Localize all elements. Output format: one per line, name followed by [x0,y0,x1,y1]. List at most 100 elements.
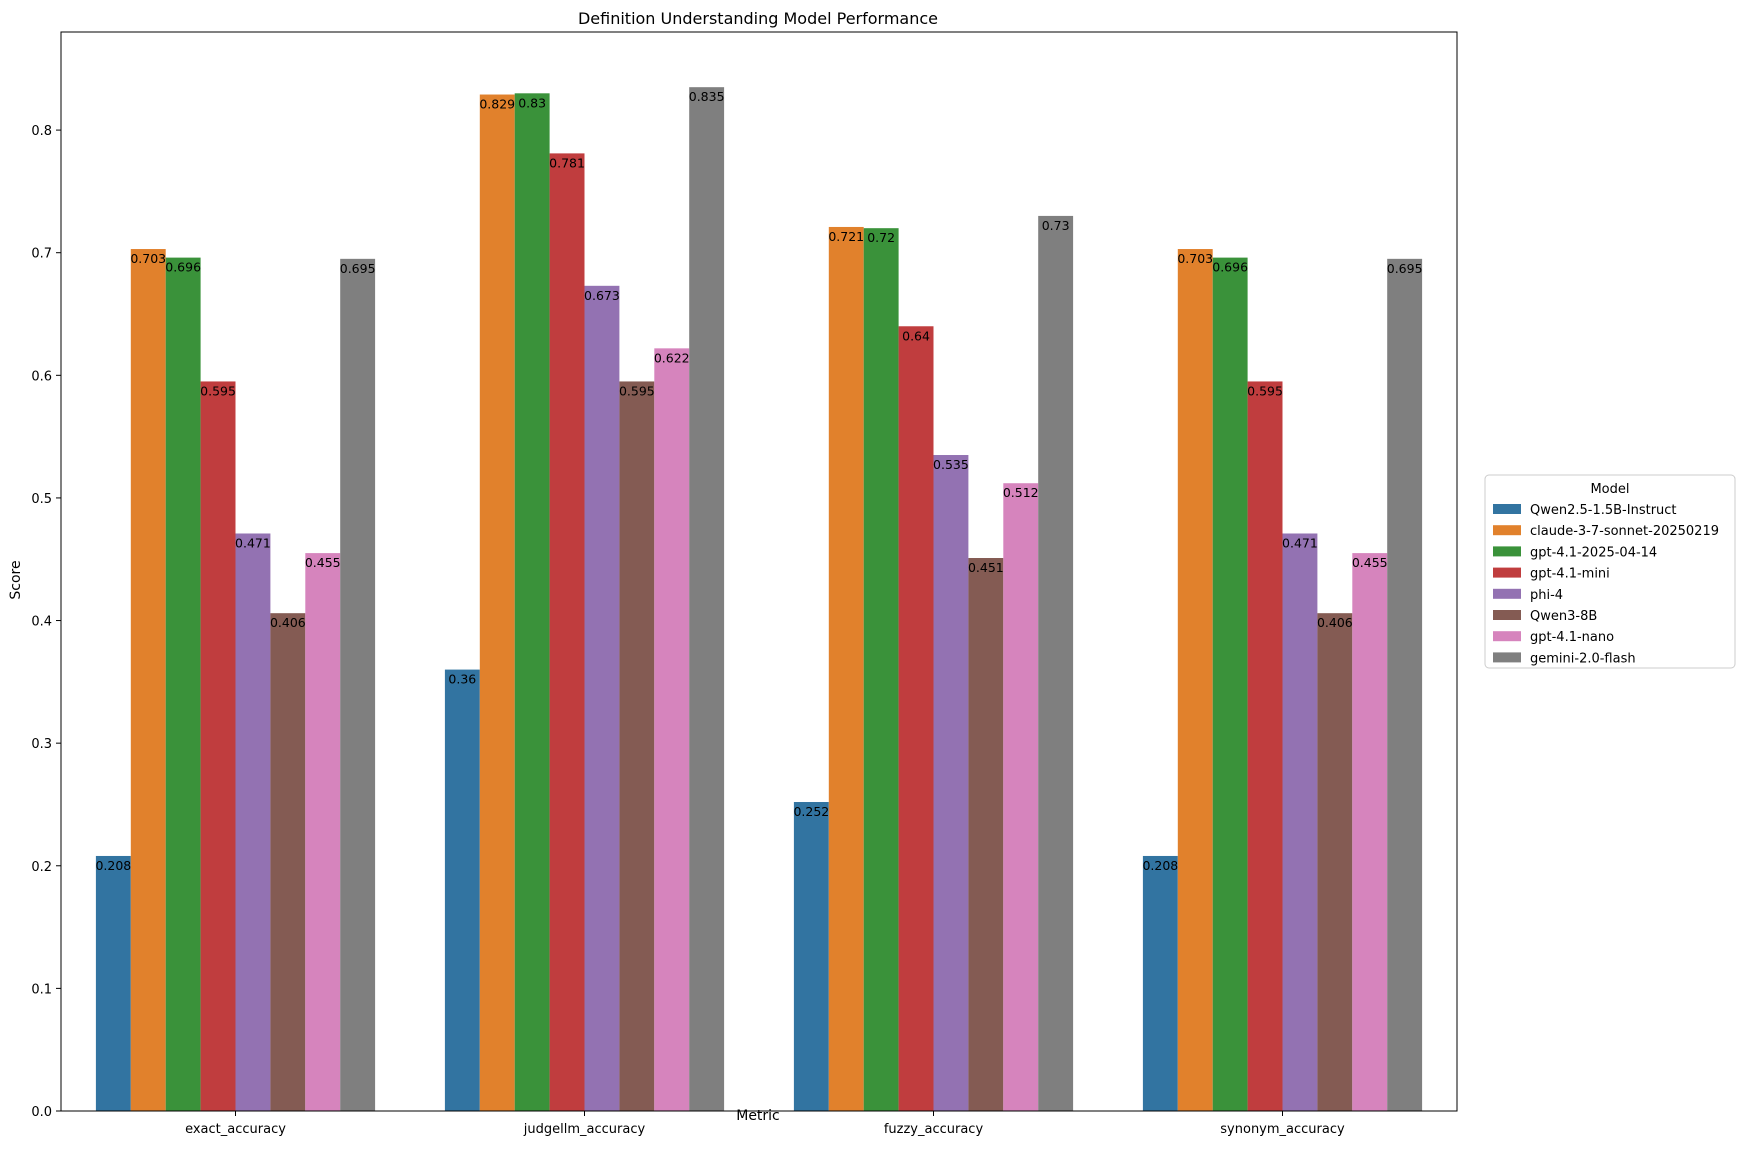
data-label: 0.622 [654,350,690,365]
bar [584,285,620,1111]
x-tick-label: fuzzy_accuracy [884,1122,984,1137]
bar [165,257,201,1111]
data-label: 0.595 [200,383,236,398]
legend-entry-label: claude-3-7-sonnet-20250219 [1530,524,1719,539]
data-label: 0.696 [1212,260,1248,275]
bar [1387,258,1423,1112]
chart-title: Definition Understanding Model Performan… [578,9,938,28]
bar [1247,381,1283,1111]
data-label: 0.73 [1042,218,1070,233]
plot-frame [60,31,1458,1112]
data-label: 0.455 [1352,555,1388,570]
legend-swatch [1493,631,1521,642]
legend: Model Qwen2.5-1.5B-Instruct claude-3-7-son… [1484,474,1736,669]
bar [933,455,969,1111]
legend-swatch [1493,504,1521,514]
data-label: 0.595 [619,383,655,398]
legend-swatch [1493,652,1521,663]
legend-entry-label: phi-4 [1530,588,1563,603]
bar [1038,215,1074,1112]
y-tick-label: 0.2 [31,860,52,875]
data-label: 0.455 [305,555,341,570]
bar [793,802,829,1111]
data-label: 0.64 [902,328,930,343]
data-label: 0.406 [1317,615,1353,630]
bar [968,558,1004,1111]
legend-swatch [1493,525,1521,536]
data-label: 0.835 [689,89,725,104]
legend-entry-label: gemini-2.0-flash [1530,651,1636,666]
data-label: 0.781 [549,155,585,170]
y-axis-label: Score [8,560,24,599]
bar [1142,855,1178,1111]
legend-swatch [1493,588,1521,599]
data-label: 0.829 [479,97,515,112]
bar [340,258,376,1112]
bar [95,855,131,1111]
bar [479,94,515,1111]
data-label: 0.703 [1177,251,1213,266]
legend-swatch [1493,546,1521,557]
legend-swatch [1493,610,1521,620]
data-label: 0.471 [1282,535,1318,550]
legend-swatch [1493,567,1521,578]
data-label: 0.673 [584,288,620,303]
data-label: 0.36 [448,672,476,687]
data-label: 0.208 [95,858,131,873]
data-label: 0.695 [1387,261,1423,276]
y-tick-label: 0.0 [31,1105,52,1120]
data-labels-group: 0.2080.360.2520.2080.7030.8290.7210.7030… [95,89,1422,873]
x-tick-label: judgellm_accuracy [523,1122,646,1137]
y-tick-label: 0.8 [31,124,52,139]
bar [689,87,725,1112]
data-label: 0.703 [130,251,166,266]
bar [619,381,655,1111]
bar [270,613,306,1111]
data-label: 0.451 [968,560,1004,575]
bar [1282,533,1318,1111]
bar [1352,553,1388,1111]
data-label: 0.72 [867,230,895,245]
bar [898,326,934,1111]
legend-entry-label: Qwen2.5-1.5B-Instruct [1530,503,1677,518]
data-label: 0.83 [518,95,546,110]
bar [828,226,864,1111]
legend-title: Model [1590,482,1629,497]
bar [1212,257,1248,1111]
data-label: 0.535 [933,457,969,472]
bar [1317,613,1353,1111]
data-label: 0.695 [340,261,376,276]
y-tick-label: 0.6 [31,369,52,384]
bar [654,348,690,1112]
axes-group: 0.0 0.1 0.2 0.3 0.4 0.5 0.6 0.7 0.8 exact_accurac… [31,31,1458,1137]
legend-entry-label: gpt-4.1-nano [1530,630,1614,645]
data-label: 0.512 [1003,485,1039,500]
bar [1177,249,1213,1111]
bar [130,249,166,1111]
data-label: 0.252 [793,804,829,819]
bar [200,381,236,1111]
x-tick-label: exact_accuracy [185,1122,286,1137]
data-label: 0.406 [270,615,306,630]
bar [863,228,899,1111]
data-label: 0.595 [1247,383,1283,398]
y-tick-label: 0.3 [31,737,52,752]
bars-group [95,87,1423,1112]
bar [549,153,585,1111]
data-label: 0.696 [165,260,201,275]
y-tick-label: 0.4 [31,615,52,630]
bar [1003,483,1039,1112]
y-tick-label: 0.1 [31,982,52,997]
data-label: 0.721 [828,229,864,244]
data-label: 0.471 [235,535,271,550]
legend-entry-label: gpt-4.1-mini [1530,567,1610,582]
legend-entry-label: gpt-4.1-2025-04-14 [1530,545,1657,560]
legend-frame [1484,474,1736,669]
legend-entry-label: Qwen3-8B [1530,609,1597,624]
x-tick-label: synonym_accuracy [1220,1122,1345,1137]
bar [514,93,550,1111]
y-tick-label: 0.7 [31,247,52,262]
bar [305,553,341,1111]
data-label: 0.208 [1142,858,1178,873]
